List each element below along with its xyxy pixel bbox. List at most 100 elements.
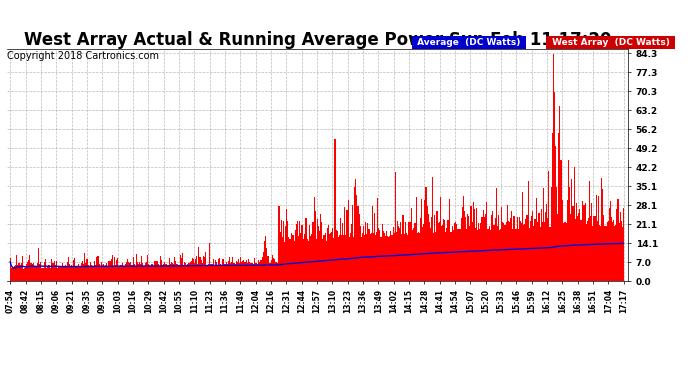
Bar: [315, 211, 316, 281]
Bar: [567, 200, 568, 281]
Bar: [367, 223, 368, 281]
Bar: [160, 256, 161, 281]
Bar: [57, 268, 58, 281]
Bar: [601, 178, 602, 281]
Bar: [136, 254, 137, 281]
Bar: [206, 265, 207, 281]
Bar: [244, 262, 246, 281]
Bar: [557, 214, 558, 281]
Bar: [197, 264, 198, 281]
Bar: [319, 231, 320, 281]
Bar: [391, 236, 393, 281]
Bar: [80, 267, 81, 281]
Bar: [490, 230, 491, 281]
Bar: [248, 259, 249, 281]
Bar: [613, 220, 614, 281]
Bar: [501, 207, 502, 281]
Bar: [277, 263, 279, 281]
Bar: [317, 219, 318, 281]
Bar: [475, 228, 476, 281]
Bar: [445, 232, 446, 281]
Bar: [435, 232, 437, 281]
Bar: [573, 166, 575, 281]
Bar: [105, 266, 106, 281]
Bar: [157, 261, 158, 281]
Bar: [433, 232, 434, 281]
Bar: [263, 252, 264, 281]
Bar: [448, 200, 450, 281]
Bar: [201, 263, 203, 281]
Bar: [346, 210, 348, 281]
Bar: [184, 262, 185, 281]
Bar: [43, 262, 45, 281]
Bar: [395, 172, 396, 281]
Bar: [177, 266, 179, 281]
Bar: [168, 265, 169, 281]
Bar: [491, 215, 493, 281]
Bar: [207, 265, 208, 281]
Bar: [126, 262, 127, 281]
Bar: [288, 237, 289, 281]
Bar: [562, 223, 564, 281]
Bar: [521, 223, 522, 281]
Bar: [70, 267, 71, 281]
Bar: [235, 264, 236, 281]
Bar: [217, 265, 218, 281]
Bar: [115, 265, 116, 281]
Bar: [407, 236, 408, 281]
Bar: [538, 213, 540, 281]
Bar: [284, 242, 285, 281]
Bar: [623, 208, 624, 281]
Bar: [204, 257, 205, 281]
Bar: [91, 265, 92, 281]
Bar: [327, 228, 328, 281]
Bar: [525, 219, 526, 281]
Bar: [366, 234, 367, 281]
Bar: [114, 257, 115, 281]
Bar: [78, 264, 79, 281]
Bar: [473, 202, 474, 281]
Bar: [602, 189, 603, 281]
Bar: [34, 266, 35, 281]
Bar: [413, 228, 415, 281]
Bar: [446, 228, 447, 281]
Bar: [48, 265, 49, 281]
Bar: [274, 259, 275, 281]
Bar: [543, 188, 544, 281]
Bar: [139, 262, 140, 281]
Bar: [210, 264, 212, 281]
Bar: [305, 218, 306, 281]
Bar: [199, 258, 201, 281]
Bar: [11, 267, 12, 281]
Bar: [440, 196, 441, 281]
Bar: [140, 264, 141, 281]
Bar: [303, 239, 304, 281]
Bar: [21, 256, 23, 281]
Bar: [493, 225, 495, 281]
Bar: [322, 239, 324, 281]
Bar: [72, 266, 73, 281]
Bar: [212, 264, 213, 281]
Bar: [534, 219, 535, 281]
Bar: [39, 264, 40, 281]
Bar: [231, 262, 233, 281]
Bar: [297, 220, 298, 281]
Bar: [124, 266, 125, 281]
Bar: [52, 263, 54, 281]
Bar: [282, 237, 283, 281]
Bar: [588, 218, 589, 281]
Bar: [364, 235, 365, 281]
Bar: [400, 222, 402, 281]
Bar: [138, 264, 139, 281]
Bar: [27, 262, 28, 281]
Bar: [388, 237, 389, 281]
Bar: [286, 209, 287, 281]
Bar: [569, 187, 571, 281]
Bar: [431, 217, 432, 281]
Bar: [36, 266, 37, 281]
Bar: [584, 203, 586, 281]
Bar: [378, 228, 380, 281]
Bar: [590, 216, 591, 281]
Bar: [58, 267, 59, 281]
Bar: [580, 220, 581, 281]
